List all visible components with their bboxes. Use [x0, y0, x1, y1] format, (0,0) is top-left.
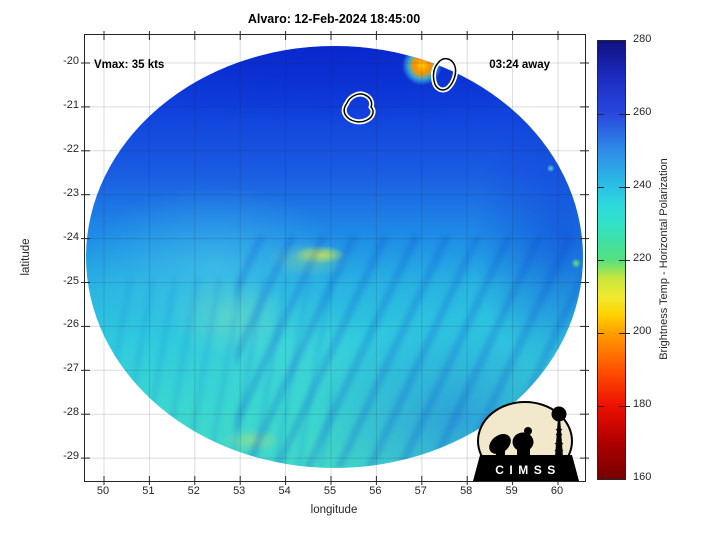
x-tick-label: 59: [505, 485, 518, 497]
x-tick-label: 57: [414, 485, 427, 497]
y-tick-label: -23: [63, 186, 79, 199]
x-tick-label: 55: [323, 485, 337, 497]
reunion-coastline: [343, 93, 374, 123]
x-tick-label: 54: [278, 485, 291, 497]
y-axis-label: latitude: [20, 238, 32, 276]
eta-annotation: 03:24 away: [489, 59, 550, 71]
y-tick-label: -27: [63, 362, 79, 375]
y-tick-label: -25: [63, 274, 79, 287]
colorbar-tick-label: 180: [633, 398, 652, 410]
colorbar-tick: [598, 333, 604, 334]
colorbar: [597, 40, 630, 480]
colorbar-tick: [598, 114, 604, 115]
plot-area: Vmax: 35 kts 03:24 away CIMSS: [81, 31, 589, 485]
y-tick-label: -26: [63, 318, 79, 331]
satellite-swath-disk: [86, 46, 583, 468]
x-tick-label: 58: [460, 485, 473, 497]
mauritius-coastline: [432, 58, 457, 91]
coastline-contours: [341, 56, 459, 125]
satellite-dish-icon: [489, 434, 511, 454]
y-tick-label: -20: [63, 55, 79, 67]
radome-icon: [512, 432, 534, 452]
dish-mount: [496, 448, 505, 458]
colorbar-tick: [598, 187, 604, 188]
colorbar-tick-label: 160: [633, 471, 652, 483]
y-tick-label: -29: [63, 450, 79, 463]
colorbar-tick-label: 240: [633, 179, 652, 191]
swath-rain-streaks-southwest: [110, 278, 335, 468]
x-tick-label: 53: [233, 485, 246, 497]
x-tick-label: 60: [550, 485, 564, 497]
x-tick-label: 51: [142, 485, 155, 497]
colorbar-tick-label: 280: [633, 33, 652, 45]
radio-tower-icon: [555, 417, 563, 457]
y-tick-label: -24: [63, 230, 79, 243]
colorbar-tick: [619, 333, 630, 334]
colorbar-tick-label: 260: [633, 106, 652, 118]
colorbar-tick: [598, 406, 604, 407]
colorbar-tick: [598, 260, 604, 261]
radome-mount: [517, 448, 530, 458]
colorbar-tick: [619, 114, 630, 115]
swath-cloud-patches: [86, 46, 583, 468]
vmax-annotation: Vmax: 35 kts: [94, 59, 165, 71]
x-tick-label: 50: [96, 485, 110, 497]
colorbar-tick-label: 220: [633, 252, 652, 264]
colorbar-tick: [619, 260, 630, 261]
logo-banner: [473, 455, 579, 481]
grid-and-ticks: [81, 31, 589, 485]
tower-ball: [551, 406, 567, 422]
y-tick-label: -21: [63, 98, 79, 111]
x-tick-label: 56: [369, 485, 382, 497]
chart-title: Alvaro: 12-Feb-2024 18:45:00: [247, 12, 421, 26]
logo-text: CIMSS: [495, 463, 561, 477]
y-tick-label: -22: [63, 142, 79, 155]
x-axis-label: longitude: [310, 504, 358, 516]
x-tick-label: 52: [187, 485, 200, 497]
colorbar-tick: [619, 187, 630, 188]
y-tick-label: -28: [63, 406, 79, 419]
radome-knob: [524, 427, 532, 435]
cimss-logo: CIMSS: [473, 401, 579, 481]
tower-braces: [554, 428, 564, 452]
colorbar-tick-label: 200: [633, 325, 652, 337]
colorbar-tick: [619, 406, 630, 407]
